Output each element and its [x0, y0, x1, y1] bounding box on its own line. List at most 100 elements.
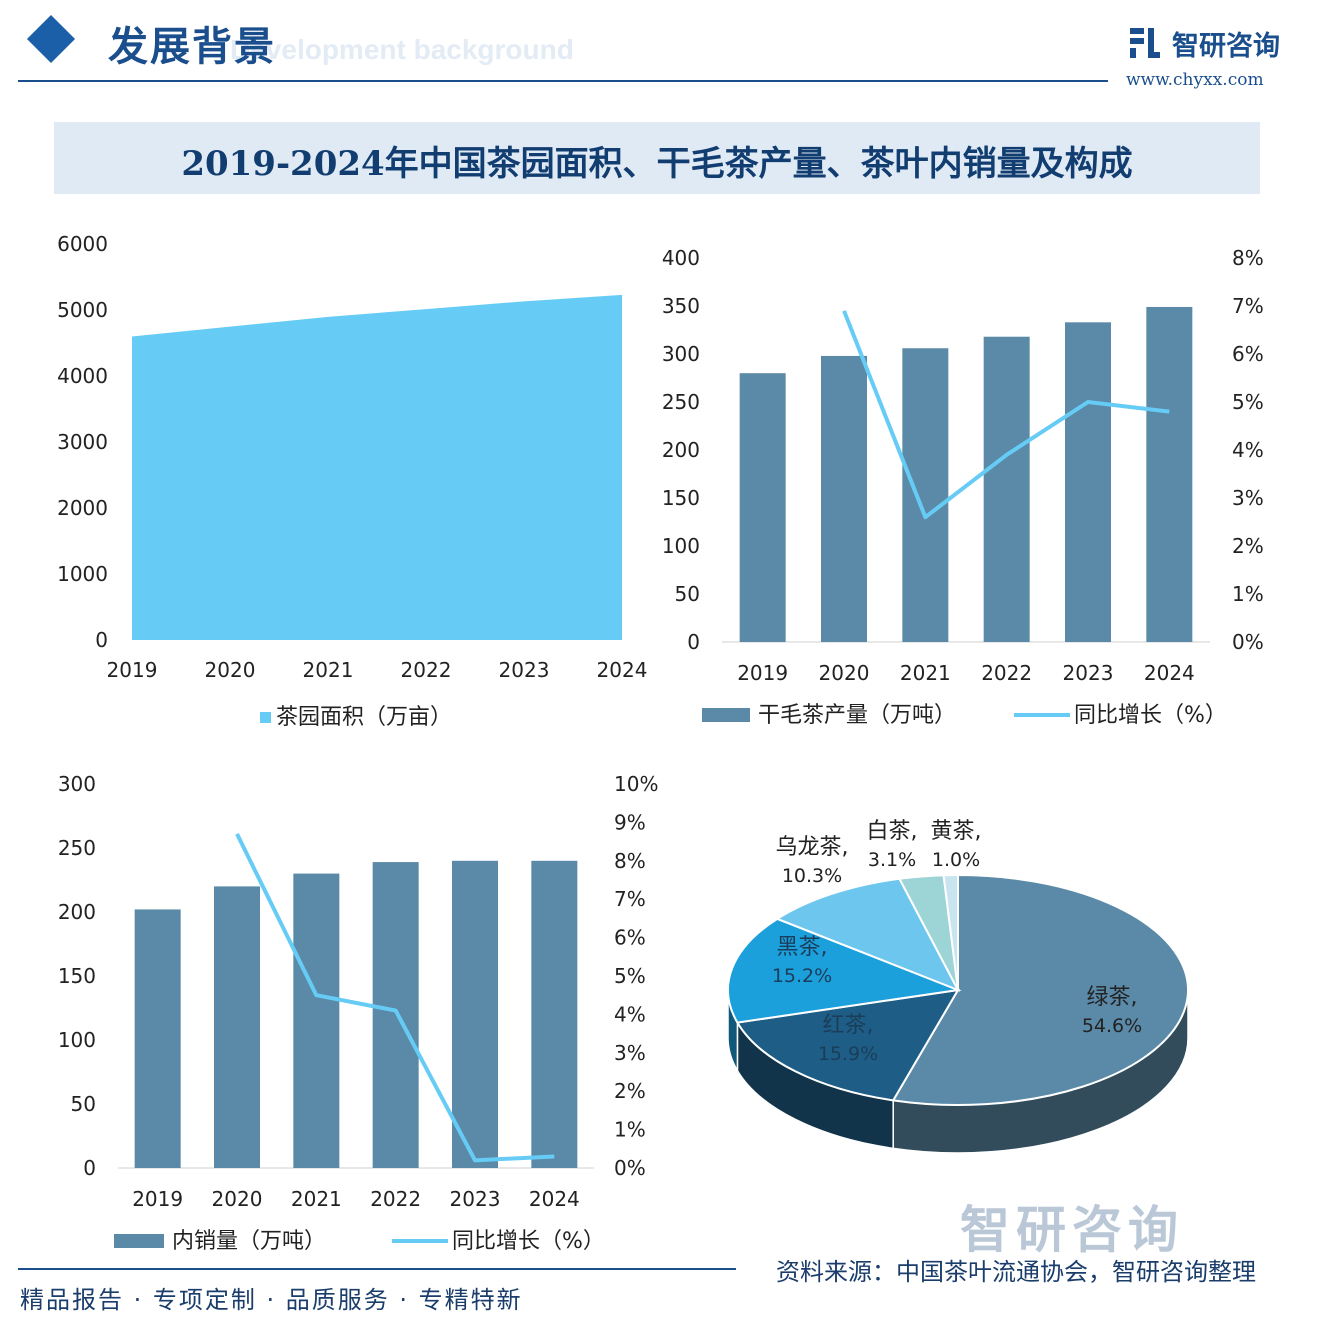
x-tick-label: 2024: [1144, 661, 1195, 685]
y2-tick-label: 0%: [614, 1156, 646, 1180]
y2-tick-label: 1%: [1232, 582, 1264, 606]
y2-tick-label: 3%: [614, 1041, 646, 1065]
chart-main-title: 2019-2024年中国茶园面积、干毛茶产量、茶叶内销量及构成: [54, 136, 1260, 185]
legend-label-area: 茶园面积（万亩）: [276, 705, 452, 730]
y2-tick-label: 8%: [1232, 246, 1264, 270]
header-divider: [18, 80, 1108, 82]
y2-tick-label: 8%: [614, 849, 646, 873]
pie-label-name: 黑茶,: [777, 935, 828, 960]
page-title: 发展背景: [108, 14, 276, 72]
y-tick-label: 300: [58, 772, 96, 796]
legend-label-production: 干毛茶产量（万吨）: [758, 703, 956, 728]
y-tick-label: 0: [95, 628, 108, 652]
sales-legend: 内销量（万吨） 同比增长（%）: [114, 1229, 605, 1254]
y2-tick-label: 2%: [614, 1079, 646, 1103]
x-tick-label: 2023: [499, 658, 550, 682]
y2-tick-label: 6%: [1232, 342, 1264, 366]
x-tick-label: 2020: [819, 661, 870, 685]
area-legend: 茶园面积（万亩）: [260, 705, 452, 730]
area-series-tea-garden: [132, 295, 622, 640]
pie-label-name: 绿茶,: [1087, 985, 1138, 1010]
source-note: 资料来源：中国茶叶流通协会，智研咨询整理: [776, 1252, 1256, 1287]
legend-swatch-area: [260, 712, 271, 723]
x-tick-label: 2021: [900, 661, 951, 685]
x-tick-label: 2020: [205, 658, 256, 682]
pie-label-name: 乌龙茶,: [776, 835, 849, 860]
footer-divider: [18, 1268, 736, 1270]
legend-swatch-sales: [114, 1234, 164, 1248]
y2-tick-label: 4%: [1232, 438, 1264, 462]
tea-composition-pie: 绿茶, 54.6% 红茶, 15.9% 黑茶, 15.2% 乌龙茶, 10.3% 白茶, 3.1%…: [690, 790, 1330, 1190]
y2-tick-label: 5%: [614, 964, 646, 988]
y-tick-label: 3000: [57, 430, 108, 454]
pie-label-name: 白茶,: [867, 819, 918, 844]
x-tick-label: 2024: [529, 1187, 580, 1211]
bar-2021: [902, 348, 948, 642]
pie-label-name: 黄茶,: [931, 819, 982, 844]
bar-2022: [984, 337, 1030, 642]
area-chart: 0 1000 2000 3000 4000 5000 6000 2019 2020 2021 20…: [0, 220, 670, 760]
legend-label-growth: 同比增长（%）: [1074, 703, 1227, 728]
x-tick-label: 2019: [132, 1187, 183, 1211]
y-tick-label: 200: [58, 900, 96, 924]
x-tick-label: 2023: [450, 1187, 501, 1211]
legend-label-sales: 内销量（万吨）: [172, 1229, 326, 1254]
y-tick-label: 100: [662, 534, 700, 558]
pie-label-value: 15.2%: [772, 965, 832, 987]
y-tick-label: 350: [662, 294, 700, 318]
tea-production-chart: 0 50 100 150 200 250 300 350 400 0% 1% 2% 3% 4% 5% 6% 7…: [650, 230, 1330, 750]
domestic-sales-chart: 0 50 100 150 200 250 300 0% 1% 2% 3% 4% 5% 6% 7% 8% 9% 1…: [0, 760, 670, 1260]
bar-2023: [1065, 322, 1111, 642]
bar-2024: [1146, 307, 1192, 642]
y-tick-label: 5000: [57, 298, 108, 322]
pie-label-value: 10.3%: [782, 865, 842, 887]
header-diamond-icon: [27, 15, 75, 63]
x-tick-label: 2022: [401, 658, 452, 682]
bar-2023: [452, 861, 498, 1168]
y-tick-label: 0: [687, 630, 700, 654]
bar-2022: [373, 862, 419, 1168]
x-tick-label: 2019: [107, 658, 158, 682]
y-tick-label: 400: [662, 246, 700, 270]
production-legend: 干毛茶产量（万吨） 同比增长（%）: [702, 703, 1227, 728]
x-tick-label: 2024: [597, 658, 648, 682]
pie-label-value: 1.0%: [932, 849, 980, 871]
bar-2024: [531, 861, 577, 1168]
y2-tick-label: 2%: [1232, 534, 1264, 558]
y-tick-label: 150: [58, 964, 96, 988]
footer-slogan: 精品报告 · 专项定制 · 品质服务 · 专精特新: [20, 1280, 523, 1315]
x-tick-label: 2020: [212, 1187, 263, 1211]
bar-2020: [214, 886, 260, 1168]
bar-2019: [135, 909, 181, 1168]
pie-label-value: 54.6%: [1082, 1015, 1142, 1037]
y-tick-label: 2000: [57, 496, 108, 520]
bar-2021: [293, 874, 339, 1168]
x-tick-label: 2023: [1063, 661, 1114, 685]
y2-tick-label: 5%: [1232, 390, 1264, 414]
y2-tick-label: 0%: [1232, 630, 1264, 654]
y-tick-label: 4000: [57, 364, 108, 388]
y-tick-label: 100: [58, 1028, 96, 1052]
y2-tick-label: 4%: [614, 1002, 646, 1026]
y2-tick-label: 7%: [614, 887, 646, 911]
y-tick-label: 50: [675, 582, 700, 606]
y2-tick-label: 6%: [614, 926, 646, 950]
pie-label-value: 15.9%: [818, 1043, 878, 1065]
y2-tick-label: 1%: [614, 1118, 646, 1142]
x-tick-label: 2022: [370, 1187, 421, 1211]
y-tick-label: 300: [662, 342, 700, 366]
x-tick-label: 2021: [291, 1187, 342, 1211]
pie-label-value: 3.1%: [868, 849, 916, 871]
y2-tick-label: 3%: [1232, 486, 1264, 510]
y-tick-label: 0: [83, 1156, 96, 1180]
x-tick-label: 2022: [981, 661, 1032, 685]
pie-label-name: 红茶,: [823, 1013, 874, 1038]
logo-url: www.chyxx.com: [1126, 70, 1264, 90]
y-tick-label: 50: [71, 1092, 96, 1116]
header-subtitle: Development background: [230, 34, 574, 66]
x-tick-label: 2019: [737, 661, 788, 685]
y2-tick-label: 9%: [614, 810, 646, 834]
logo-icon: [1128, 26, 1162, 60]
y-tick-label: 1000: [57, 562, 108, 586]
y-tick-label: 200: [662, 438, 700, 462]
